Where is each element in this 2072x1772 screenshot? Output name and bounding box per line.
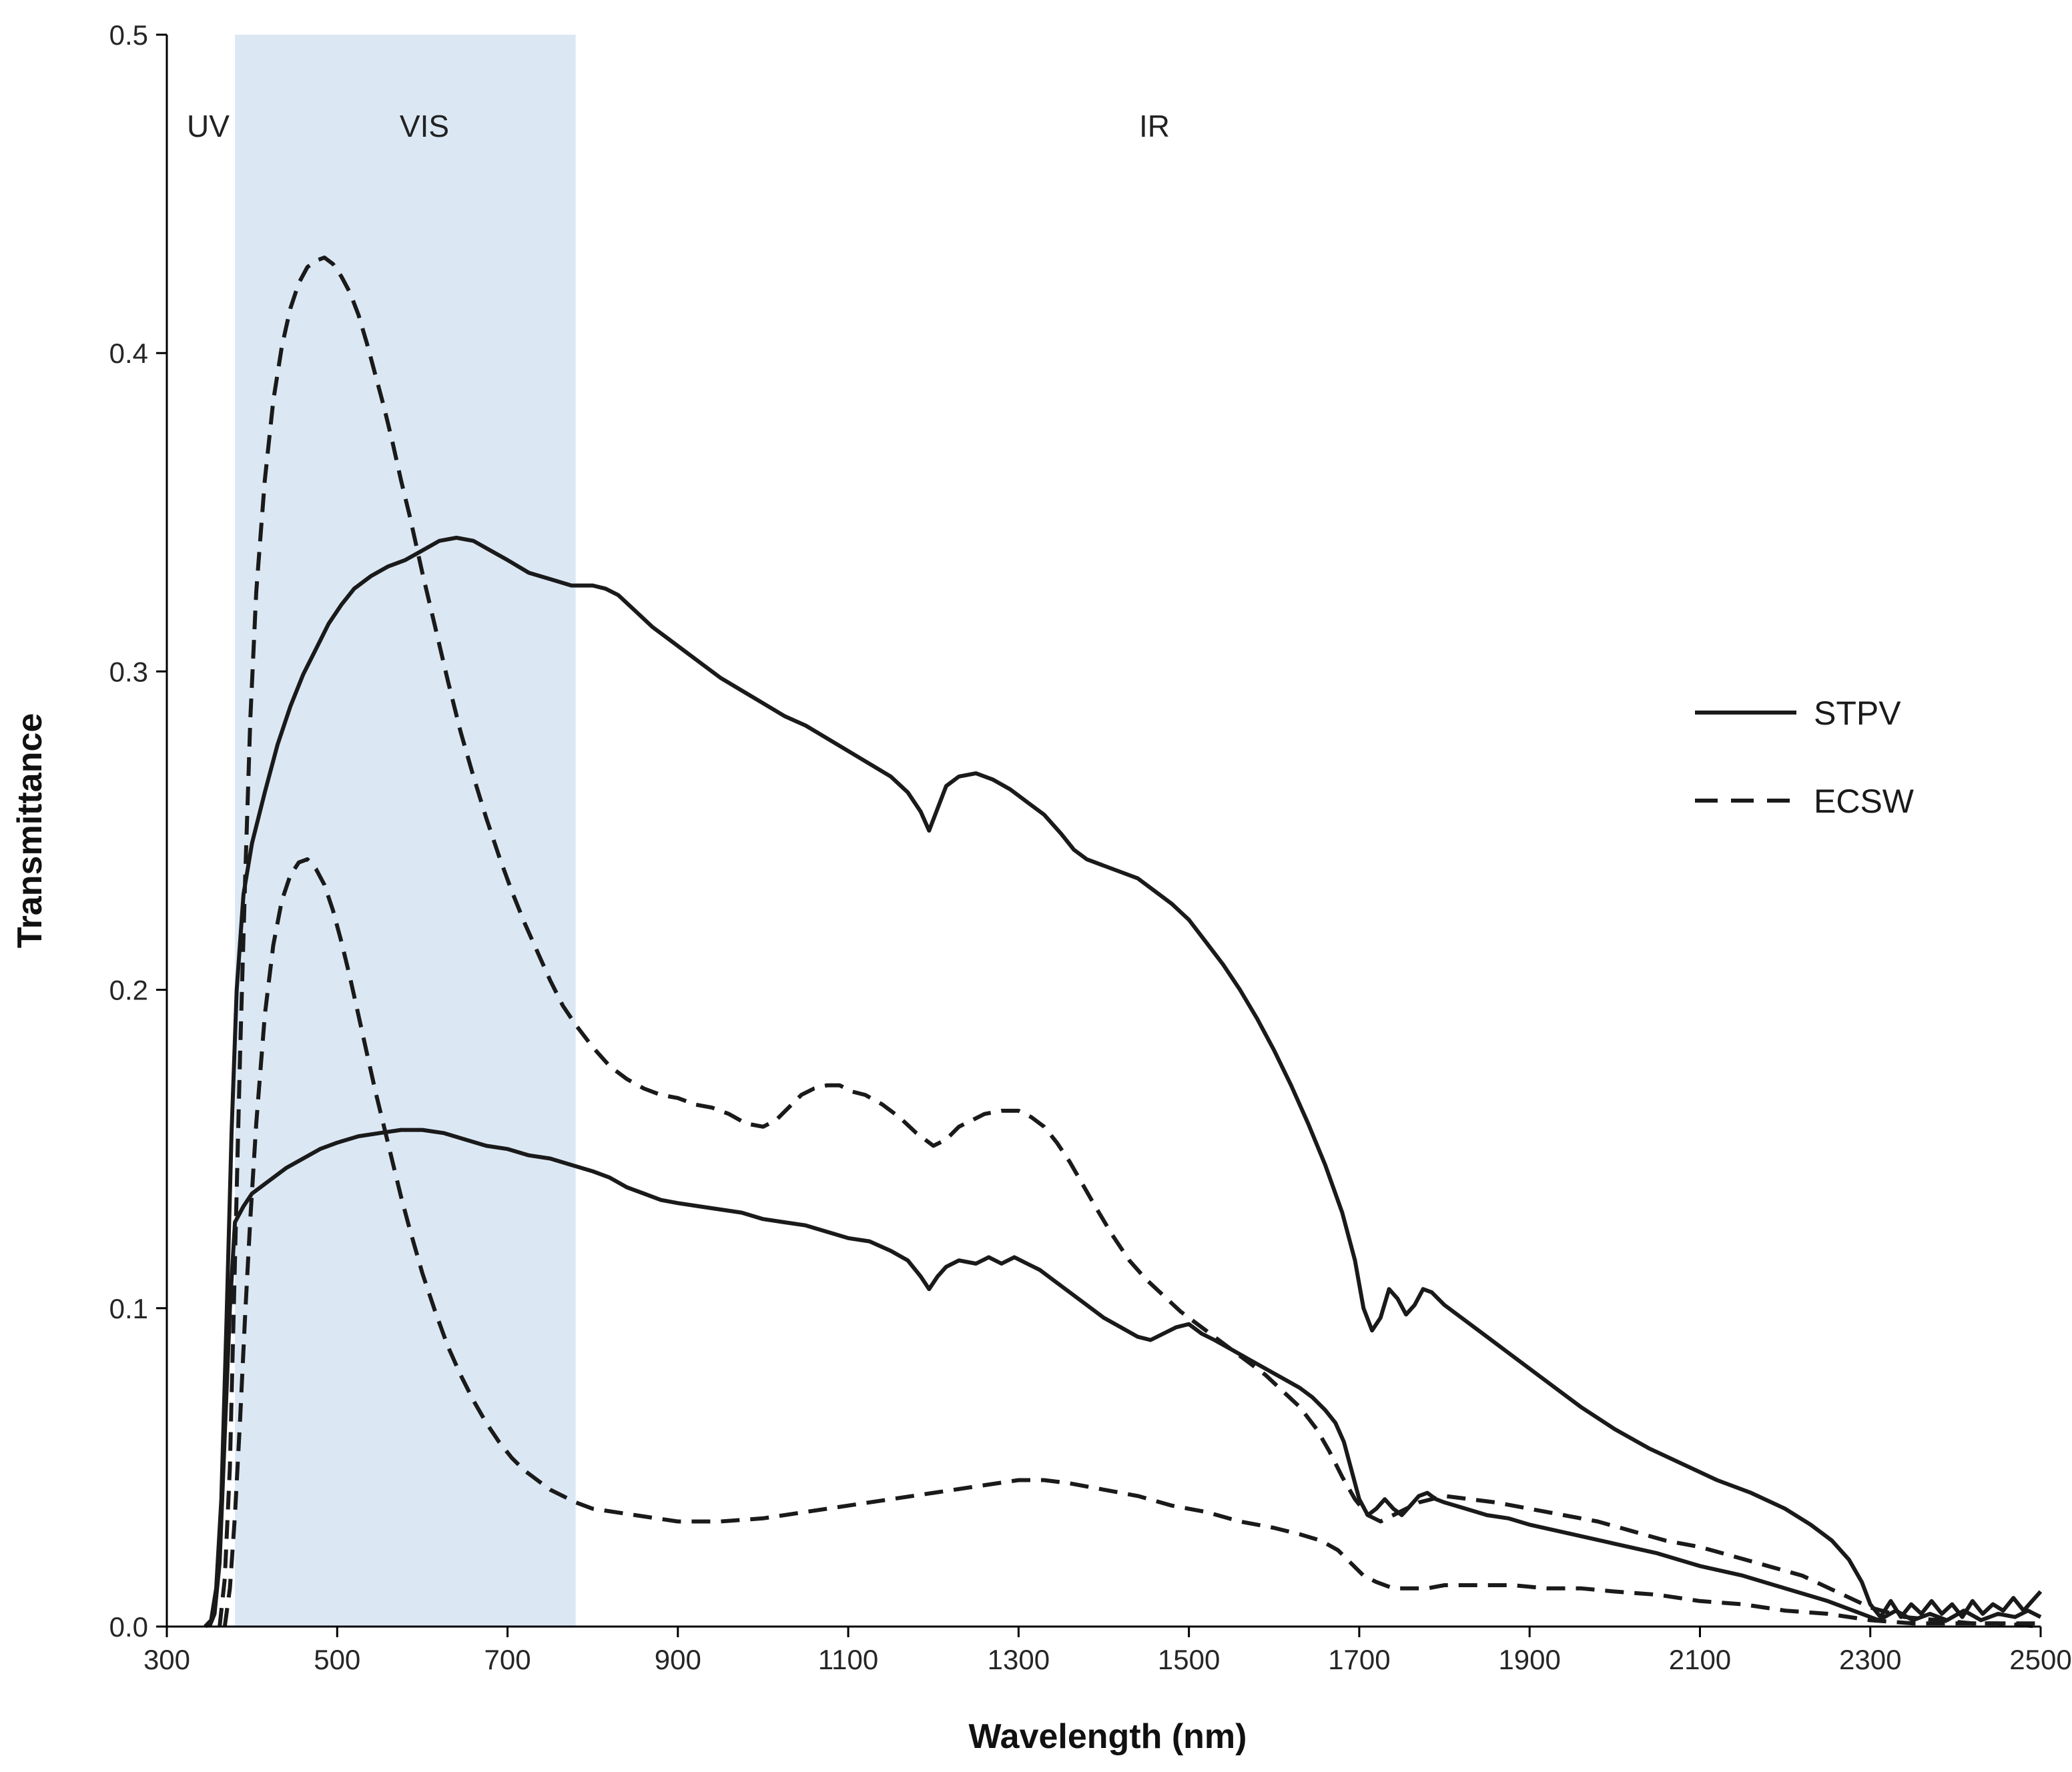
y-tick-label: 0.1 bbox=[109, 1293, 148, 1324]
x-tick-label: 1500 bbox=[1158, 1644, 1220, 1675]
x-tick-label: 500 bbox=[314, 1644, 360, 1675]
series-path-stpv-lower bbox=[208, 1128, 2042, 1628]
x-tick-label: 700 bbox=[484, 1644, 531, 1675]
x-tick-label: 1100 bbox=[818, 1644, 878, 1675]
legend-label-stpv: STPV bbox=[1814, 695, 1901, 732]
x-tick-label: 2300 bbox=[1839, 1644, 1901, 1675]
y-tick-label: 0.4 bbox=[109, 338, 148, 369]
vis-band bbox=[235, 35, 576, 1627]
x-tick-label: 1300 bbox=[988, 1644, 1050, 1675]
x-tick-label: 2500 bbox=[2009, 1644, 2071, 1675]
uv-region-label: UV bbox=[187, 109, 230, 143]
spectral-band-layer bbox=[235, 35, 576, 1627]
x-tick-label: 1900 bbox=[1498, 1644, 1560, 1675]
x-tick-label: 300 bbox=[143, 1644, 190, 1675]
series-layer bbox=[204, 256, 2043, 1629]
axis-layer: 300 500 700 900 1100 1300 1500 1700 1900 2100 2300… bbox=[109, 19, 2072, 1675]
series-path-ecsw-upper bbox=[218, 256, 2041, 1627]
y-tick-label: 0.5 bbox=[109, 19, 148, 51]
x-tick-label: 2100 bbox=[1669, 1644, 1731, 1675]
region-labels: UV VIS IR bbox=[187, 109, 1170, 143]
y-tick-label: 0.0 bbox=[109, 1611, 148, 1643]
x-axis-title: Wavelength (nm) bbox=[969, 1717, 1247, 1756]
y-tick-label: 0.3 bbox=[109, 656, 148, 687]
y-axis-title: Transmittance bbox=[11, 713, 49, 949]
x-tick-label: 900 bbox=[655, 1644, 701, 1675]
ir-region-label: IR bbox=[1139, 109, 1170, 143]
y-tick-label: 0.2 bbox=[109, 975, 148, 1006]
series-path-ecsw-lower bbox=[222, 857, 2041, 1629]
x-tick-label: 1700 bbox=[1328, 1644, 1390, 1675]
series-path-stpv-upper bbox=[204, 536, 2043, 1629]
legend-label-ecsw: ECSW bbox=[1814, 783, 1915, 820]
vis-region-label: VIS bbox=[400, 109, 449, 143]
legend: STPV ECSW bbox=[1695, 695, 1915, 820]
